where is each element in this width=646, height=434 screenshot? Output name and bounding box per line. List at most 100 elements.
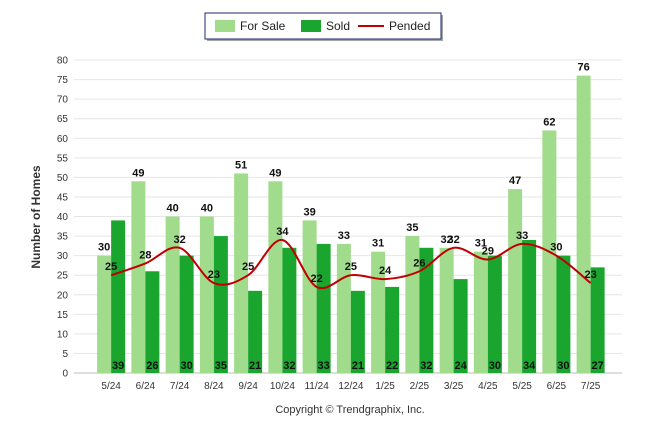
data-labels: 30 39 49 26 40 30 40 35 51 21 49 32 39 33 33 21 31 22 35 32… — [98, 62, 604, 372]
x-tick-label: 5/25 — [512, 381, 532, 392]
y-tick-label: 25 — [57, 271, 69, 282]
legend-label-for-sale: For Sale — [240, 19, 286, 33]
label-pended: 34 — [276, 226, 289, 238]
label-for-sale: 47 — [509, 175, 521, 187]
label-sold: 26 — [146, 360, 158, 372]
y-tick-label: 60 — [57, 134, 69, 145]
x-tick-label: 2/25 — [410, 381, 430, 392]
bar-for-sale — [439, 247, 454, 373]
label-for-sale: 30 — [98, 242, 110, 254]
label-sold: 21 — [249, 360, 261, 372]
bar-for-sale — [371, 251, 386, 373]
bar-sold — [282, 247, 297, 373]
y-tick-label: 80 — [57, 56, 69, 67]
copyright-text: Copyright © Trendgraphix, Inc. — [275, 404, 424, 416]
label-sold: 39 — [112, 360, 124, 372]
y-tick-label: 35 — [57, 232, 69, 243]
x-tick-label: 6/24 — [136, 381, 156, 392]
x-tick-label: 9/24 — [238, 381, 258, 392]
y-tick-label: 5 — [62, 349, 68, 360]
legend-swatch-sold — [301, 20, 321, 32]
label-for-sale: 76 — [578, 62, 590, 74]
bar-for-sale — [473, 251, 488, 373]
label-pended: 23 — [208, 269, 220, 281]
y-tick-label: 65 — [57, 114, 69, 125]
x-tick-label: 10/24 — [270, 381, 295, 392]
bar-for-sale — [234, 173, 249, 373]
y-tick-label: 70 — [57, 95, 69, 106]
label-sold: 24 — [455, 360, 468, 372]
y-tick-label: 30 — [57, 251, 69, 262]
label-for-sale: 40 — [167, 203, 179, 215]
legend: For Sale Sold Pended — [204, 12, 443, 41]
label-pended: 23 — [585, 269, 597, 281]
label-pended: 30 — [550, 242, 562, 254]
label-pended: 24 — [379, 265, 392, 277]
x-tick-label: 12/24 — [338, 381, 363, 392]
label-sold: 22 — [386, 360, 398, 372]
label-pended: 33 — [516, 230, 528, 242]
bar-for-sale — [165, 216, 180, 373]
x-tick-label: 5/24 — [101, 381, 121, 392]
x-tick-label: 1/25 — [375, 381, 395, 392]
bar-sold — [179, 255, 194, 373]
legend-swatch-for-sale — [215, 20, 235, 32]
label-pended: 25 — [105, 261, 117, 273]
y-tick-label: 20 — [57, 290, 69, 301]
bar-for-sale — [302, 220, 317, 373]
bar-sold — [385, 286, 400, 373]
y-tick-label: 15 — [57, 310, 69, 321]
bar-sold — [316, 243, 331, 373]
y-tick-label: 10 — [57, 329, 69, 340]
label-pended: 25 — [345, 261, 357, 273]
y-tick-label: 55 — [57, 153, 69, 164]
bar-sold — [419, 247, 434, 373]
y-tick-label: 0 — [62, 369, 68, 380]
label-sold: 27 — [592, 360, 604, 372]
label-sold: 30 — [181, 360, 193, 372]
label-sold: 21 — [352, 360, 364, 372]
bar-sold — [453, 279, 468, 373]
y-tick-label: 40 — [57, 212, 69, 223]
bar-for-sale — [97, 255, 112, 373]
x-tick-label: 6/25 — [547, 381, 567, 392]
y-tick-label: 50 — [57, 173, 69, 184]
bar-for-sale — [268, 181, 283, 373]
label-sold: 32 — [420, 360, 432, 372]
legend-box — [204, 12, 442, 40]
bar-for-sale — [131, 181, 146, 373]
label-sold: 34 — [523, 360, 536, 372]
bar-sold — [522, 239, 537, 373]
pended-line — [110, 238, 592, 290]
label-sold: 30 — [557, 360, 569, 372]
label-for-sale: 49 — [132, 167, 144, 179]
label-for-sale: 49 — [269, 167, 281, 179]
bar-sold — [487, 255, 502, 373]
legend-label-pended: Pended — [389, 19, 430, 33]
bar-for-sale — [199, 216, 214, 373]
y-axis-label: Number of Homes — [29, 165, 43, 269]
bars — [97, 75, 605, 374]
y-tick-label: 45 — [57, 192, 69, 203]
legend-label-sold: Sold — [326, 19, 350, 33]
label-pended: 22 — [311, 273, 323, 285]
label-for-sale: 62 — [543, 116, 555, 128]
label-pended: 25 — [242, 261, 254, 273]
label-sold: 30 — [489, 360, 501, 372]
label-for-sale: 39 — [304, 206, 316, 218]
x-tick-label: 7/25 — [581, 381, 601, 392]
bar-for-sale — [405, 236, 420, 373]
label-pended: 28 — [139, 249, 151, 261]
label-pended: 29 — [482, 246, 494, 258]
y-axis-ticks: 0 5 10 15 20 25 30 35 40 45 50 55 60 65 70 75 80 — [57, 56, 69, 380]
x-axis-ticks: 5/24 6/24 7/24 8/24 9/24 10/24 11/24 12/24 1/25 2… — [101, 381, 600, 392]
bar-sold — [590, 267, 605, 373]
x-tick-label: 4/25 — [478, 381, 498, 392]
label-for-sale: 40 — [201, 203, 213, 215]
bar-sold — [111, 220, 126, 373]
label-pended: 26 — [413, 257, 425, 269]
bar-sold — [213, 236, 228, 373]
bar-sold — [350, 290, 365, 373]
bar-sold — [248, 290, 263, 373]
